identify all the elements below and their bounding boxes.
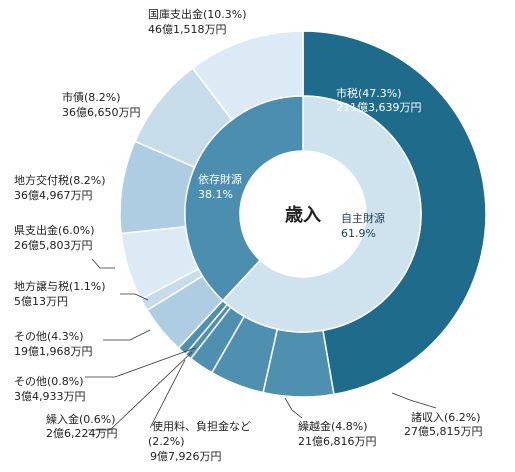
svg-text:5億13万円: 5億13万円 — [14, 295, 68, 308]
svg-text:211億3,639万円: 211億3,639万円 — [336, 101, 422, 114]
svg-text:26億5,803万円: 26億5,803万円 — [14, 239, 93, 252]
inner-label-dep-pct: 38.1% — [198, 188, 233, 201]
label-shisai: 市債(8.2%) 36億6,650万円 — [62, 90, 141, 119]
svg-text:9億7,926万円: 9億7,926万円 — [150, 450, 222, 463]
svg-text:27億5,815万円: 27億5,815万円 — [404, 425, 483, 438]
label-sonota-own: その他(0.8%) 3億4,933万円 — [14, 375, 86, 403]
svg-text:諸収入(6.2%): 諸収入(6.2%) — [411, 410, 481, 424]
inner-label-dep-name: 依存財源 — [198, 172, 242, 186]
svg-text:46億1,518万円: 46億1,518万円 — [148, 23, 227, 36]
label-shoshunyu: 諸収入(6.2%) 27億5,815万円 — [404, 410, 483, 438]
svg-text:市税(47.3%): 市税(47.3%) — [336, 86, 402, 100]
svg-text:2億6,224万円: 2億6,224万円 — [46, 427, 118, 440]
svg-text:市債(8.2%): 市債(8.2%) — [62, 90, 121, 104]
leader-lines — [85, 258, 437, 431]
svg-text:県支出金(6.0%): 県支出金(6.0%) — [14, 223, 95, 237]
svg-text:国庫支出金(10.3%): 国庫支出金(10.3%) — [148, 7, 247, 21]
svg-text:(2.2%): (2.2%) — [148, 435, 185, 448]
label-kokkoshishutsukin: 国庫支出金(10.3%) 46億1,518万円 — [148, 7, 247, 36]
label-chihojoyozei: 地方譲与税(1.1%) 5億13万円 — [14, 279, 106, 308]
svg-text:21億6,816万円: 21億6,816万円 — [298, 435, 377, 448]
label-kurikoshikin: 繰越金(4.8%) 21億6,816万円 — [298, 419, 377, 448]
center-label: 歳入 — [285, 205, 321, 226]
inner-label-own-pct: 61.9% — [341, 227, 376, 240]
svg-text:36億6,650万円: 36億6,650万円 — [62, 106, 141, 119]
svg-text:繰入金(0.6%): 繰入金(0.6%) — [46, 412, 116, 426]
svg-text:その他(0.8%): その他(0.8%) — [14, 375, 84, 388]
svg-text:地方交付税(8.2%): 地方交付税(8.2%) — [14, 173, 106, 187]
svg-text:地方譲与税(1.1%): 地方譲与税(1.1%) — [14, 279, 106, 293]
label-kenshishutsukin: 県支出金(6.0%) 26億5,803万円 — [14, 223, 95, 252]
svg-text:19億1,968万円: 19億1,968万円 — [14, 345, 93, 358]
svg-text:繰越金(4.8%): 繰越金(4.8%) — [298, 419, 368, 433]
svg-text:36億4,967万円: 36億4,967万円 — [14, 189, 93, 202]
label-shizei: 市税(47.3%) 211億3,639万円 — [336, 86, 422, 114]
label-chihokofuzei: 地方交付税(8.2%) 36億4,967万円 — [14, 173, 106, 202]
label-kurirekin: 繰入金(0.6%) 2億6,224万円 — [46, 412, 118, 440]
label-sonota-dep: その他(4.3%) 19億1,968万円 — [14, 330, 93, 358]
inner-label-own-name: 自主財源 — [341, 211, 385, 225]
svg-text:使用料、負担金など: 使用料、負担金など — [152, 419, 251, 433]
svg-text:3億4,933万円: 3億4,933万円 — [14, 390, 86, 403]
label-shiyoryo: 使用料、負担金など (2.2%) 9億7,926万円 — [148, 419, 251, 463]
center-hole — [240, 151, 366, 277]
svg-text:その他(4.3%): その他(4.3%) — [14, 330, 84, 343]
